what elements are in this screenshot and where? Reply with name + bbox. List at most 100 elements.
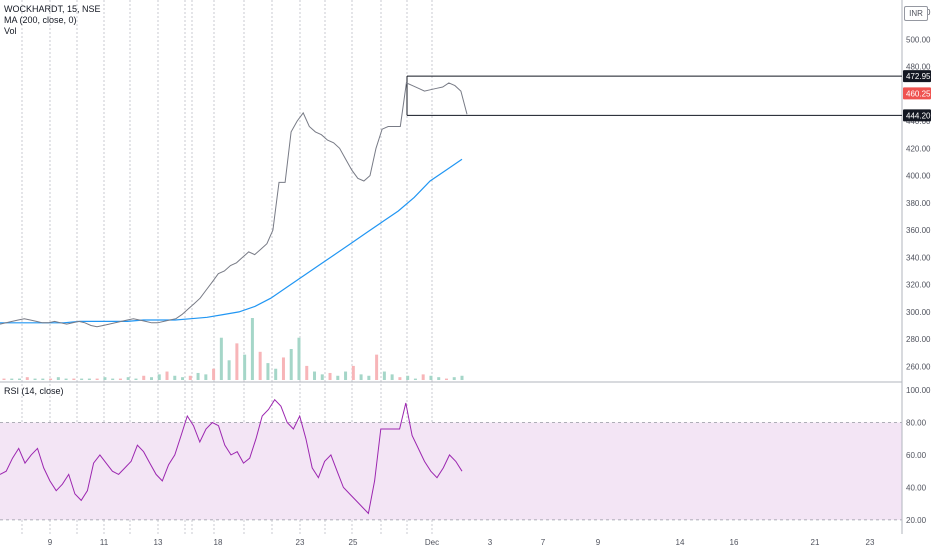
volume-bar [266,363,270,380]
legend-ma[interactable]: MA (200, close, 0) [4,15,77,25]
price-tick-label: 500.00 [906,35,931,44]
volume-bar [212,368,216,380]
currency-badge[interactable]: INR [904,6,928,21]
volume-bar [274,368,278,380]
time-tick-label: 11 [100,538,109,547]
price-badge-label: 472.95 [906,72,931,81]
volume-bar [452,377,456,380]
volume-bar [444,378,448,380]
price-tick-label: 300.00 [906,308,931,317]
rsi-tick-label: 20.00 [906,516,927,525]
volume-bar [250,318,254,380]
time-tick-label: 23 [866,538,875,547]
volume-bar [382,371,386,380]
price-badge [903,70,931,83]
volume-bar [157,374,161,380]
time-tick-label: 21 [811,538,820,547]
volume-bar [64,378,68,380]
time-tick-label: 23 [296,538,305,547]
time-tick-label: 7 [541,538,546,547]
volume-bar [367,375,371,380]
rsi-axis[interactable]: 20.00 40.00 60.00 80.00 100.00 [906,386,931,525]
horizontal-levels[interactable] [406,75,902,116]
volume-bar [320,374,324,380]
volume-bar [2,378,6,380]
price-badge [903,87,931,100]
ma-200-line [0,158,463,324]
volume-bar [134,378,138,380]
price-tick-label: 440.00 [906,117,931,126]
volume-bar [111,378,115,380]
rsi-tick-label: 80.00 [906,418,927,427]
price-tick-label: 420.00 [906,144,931,153]
volume-bar [56,377,60,380]
volume-bar [25,377,29,380]
time-tick-label: 16 [730,538,739,547]
volume-bar [18,378,22,380]
rsi-tick-label: 100.00 [906,386,931,395]
legend-symbol[interactable]: WOCKHARDT, 15, NSE [4,4,101,14]
time-axis[interactable]: 9 11 13 18 23 25 Dec 3 7 9 14 16 21 23 [48,538,875,547]
time-tick-label: 9 [596,538,601,547]
price-tick-label: 360.00 [906,226,931,235]
time-tick-label: 18 [214,538,223,547]
volume-bar [173,375,177,380]
volume-bar [289,349,293,380]
time-tick-label: 3 [488,538,493,547]
volume-bar [188,375,192,380]
volume-bar [33,378,37,380]
volume-bar [351,365,355,380]
volume-bar [390,374,394,380]
volume-bar [421,374,425,380]
legend-rsi[interactable]: RSI (14, close) [4,386,64,396]
volume-bar [181,377,185,380]
rsi-line [0,398,463,515]
legend: WOCKHARDT, 15, NSE MA (200, close, 0) Vo… [4,4,101,37]
volume-bar [406,375,410,380]
volume-bar [10,378,14,380]
rsi-tick-label: 40.00 [906,483,927,492]
price-tick-label: 380.00 [906,199,931,208]
time-tick-label: 14 [676,538,685,547]
volume-bar [126,377,130,380]
price-tick-label: 480.00 [906,63,931,72]
volume-bar [142,375,146,380]
price-tick-label: 280.00 [906,335,931,344]
price-badge-label: 444.20 [906,111,931,120]
price-badge [903,109,931,122]
volume-bar [103,377,107,380]
price-badge-label: 460.25 [906,89,931,98]
volume-bar [41,378,45,380]
time-tick-label: 25 [349,538,358,547]
legend-vol[interactable]: Vol [4,26,17,36]
volume-bar [281,357,285,380]
time-tick-label: 9 [48,538,53,547]
price-line [0,82,468,328]
volume-bar [72,378,76,380]
volume-bar [328,372,332,380]
volume-bar [227,360,231,380]
rsi-tick-label: 60.00 [906,451,927,460]
price-tick-label: 260.00 [906,362,931,371]
volume-bar [413,378,417,380]
price-tick-label: 340.00 [906,253,931,262]
time-tick-label: 13 [154,538,163,547]
volume-bar [460,375,464,380]
volume-bar [344,371,348,380]
volume-bar [429,375,433,380]
volume-bar [95,378,99,380]
time-tick-label: Dec [425,538,439,547]
volume-bar [49,378,53,380]
volume-bar [80,378,84,380]
rsi-band [0,422,902,520]
price-tick-label: 320.00 [906,281,931,290]
volume-bar [359,374,363,380]
volume-bar [375,354,379,380]
price-axis[interactable]: 260.00 280.00 300.00 320.00 340.00 360.00 380.… [906,8,931,371]
volume-bar [165,371,169,380]
volume-bar [305,365,309,380]
volume-bar [313,371,317,380]
volume-bar [398,377,402,380]
volume-bar [297,337,301,380]
